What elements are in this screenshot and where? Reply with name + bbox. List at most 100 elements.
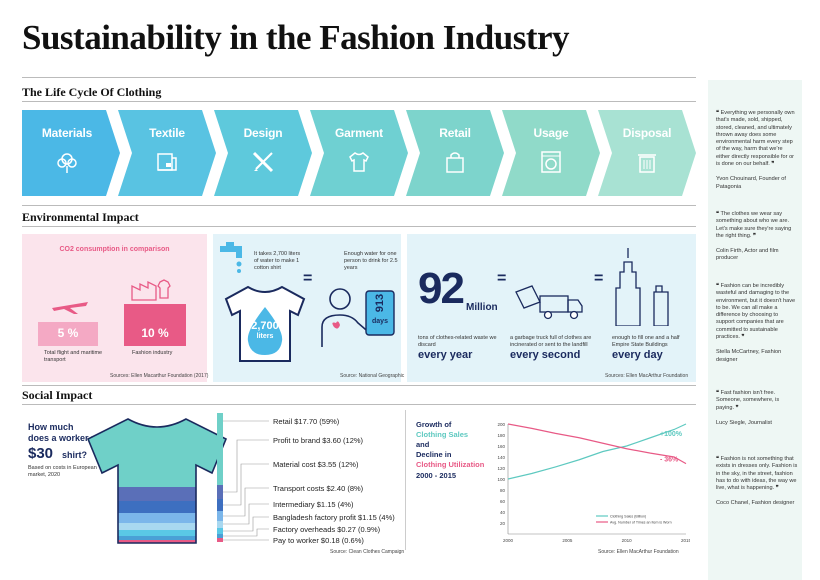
worker-question-1: How much: [28, 422, 74, 432]
waste-desc-1: tons of clothes-related waste we discard: [418, 335, 497, 348]
y-tick-label: 120: [497, 466, 505, 471]
y-tick-label: 40: [500, 510, 506, 515]
equals-sign: =: [594, 270, 604, 287]
cost-segment-retail: [217, 413, 223, 485]
cotton-icon: [57, 153, 77, 173]
cost-label-transport: Transport costs $2.40 (8%): [273, 484, 364, 493]
y-tick-label: 100: [497, 477, 505, 482]
y-tick-label: 20: [500, 521, 506, 526]
quote-open-icon: ❝: [716, 456, 720, 462]
growth-title-2: Clothing Sales: [416, 430, 469, 439]
quote-close-icon: ❞: [735, 404, 739, 411]
section-social-title: Social Impact: [22, 388, 93, 402]
y-tick-label: 200: [497, 422, 505, 427]
chevron-disposal: [598, 110, 696, 196]
cost-segment-transport: [217, 511, 223, 521]
divider: [22, 205, 696, 206]
fashion-value: 10 %: [141, 326, 169, 340]
co2-source: Sources: Ellen Macarthur Foundation (201…: [110, 373, 209, 379]
shirt-icon: [349, 152, 369, 172]
growth-title-3: and: [416, 440, 430, 449]
step-garment: Garment: [314, 110, 404, 196]
quote-5: ❝ Fashion is not something that exists i…: [716, 456, 798, 507]
days-unit: days: [372, 318, 388, 325]
divider: [405, 410, 406, 550]
equals-sign: =: [303, 270, 313, 287]
worker-source: Source: Clean Clothes Campaign: [330, 549, 405, 555]
worker-question-4: shirt?: [62, 450, 88, 460]
airplane-icon: [52, 302, 88, 314]
flight-label: Total flight and maritime transport: [44, 350, 103, 363]
quotes-sidebar: [708, 80, 802, 580]
cost-segment-material: [217, 499, 223, 511]
x-tick-label: 2015: [681, 538, 690, 543]
worker-basis: Based on costs in European market, 2020: [28, 465, 97, 478]
step-retail: Retail: [410, 110, 500, 196]
cost-segment-overheads: [217, 534, 223, 538]
chevron-materials: [22, 110, 120, 196]
quote-close-icon: ❞: [741, 334, 745, 341]
water-unit: liters: [256, 333, 274, 340]
cost-breakdown-bar: [217, 413, 269, 542]
cost-label-worker-pay: Pay to worker $0.18 (0.6%): [273, 536, 364, 545]
equals-sign: =: [497, 270, 507, 287]
step-disposal: Disposal: [602, 110, 692, 196]
flight-bar: [38, 322, 98, 346]
striped-shirt-icon: [86, 418, 228, 544]
section-environmental-title: Environmental Impact: [22, 210, 139, 224]
step-materials: Materials: [22, 110, 112, 196]
page-title: Sustainability in the Fashion Industry: [22, 18, 570, 57]
quote-author: Stella McCartney, Fashion designer: [716, 349, 782, 363]
section-lifecycle-title: The Life Cycle Of Clothing: [22, 85, 162, 99]
waste-big-unit: Million: [466, 302, 498, 313]
chevron-textile: [118, 110, 216, 196]
washing-machine-icon: [541, 151, 561, 173]
divider: [22, 101, 696, 102]
quote-3: ❝ Fashion can be incredibly wasteful and…: [716, 283, 798, 364]
quote-1: ❝ Everything we personally own that's ma…: [716, 110, 798, 191]
person-drinking-icon: [321, 288, 395, 347]
x-tick-label: 2005: [562, 538, 573, 543]
legend-entry: Clothing Sales (Billion): [610, 515, 646, 519]
quote-author: Yvon Chouinard, Founder of Patagonia: [716, 176, 786, 190]
step-textile: Textile: [122, 110, 212, 196]
x-tick-label: 2010: [622, 538, 633, 543]
quote-open-icon: ❝: [716, 211, 720, 217]
waste-source: Sources: Ellen MacArthur Foundation: [605, 373, 689, 379]
y-tick-label: 80: [500, 488, 506, 493]
cost-label-factory-profit: Bangladesh factory profit $1.15 (4%): [273, 513, 395, 522]
growth-source: Source: Ellen MacArthur Foundation: [598, 549, 679, 555]
worker-price: $30: [28, 445, 54, 462]
series-line-1: [507, 423, 687, 465]
quote-close-icon: ❞: [771, 161, 775, 168]
fabric-roll-icon: [157, 153, 177, 171]
waste-panel: [407, 234, 696, 382]
waste-desc-2: a garbage truck full of clothes are inci…: [510, 335, 592, 348]
empire-state-icon: [615, 248, 669, 326]
growth-title-4: Decline in: [416, 450, 452, 459]
y-tick-label: 60: [500, 499, 506, 504]
lifecycle-chevrons: [22, 110, 696, 196]
water-text: It takes 2,700 liters of water to make 1…: [254, 251, 301, 271]
cost-label-overheads: Factory overheads $0.27 (0.9%): [273, 525, 381, 534]
divider: [22, 77, 696, 78]
faucet-icon: [220, 242, 242, 273]
series-line-0: [507, 423, 687, 480]
legend-entry: Avg. Number of Times an Item is Worn: [610, 521, 672, 525]
fashion-bar: [124, 304, 186, 346]
fashion-label: Fashion industry: [132, 350, 173, 356]
growth-title-1: Growth of: [416, 420, 452, 429]
chevron-design: [214, 110, 312, 196]
divider: [22, 404, 696, 405]
ruler-pencil-icon: [252, 151, 274, 173]
waste-desc-3: enough to fill one and a half Empire Sta…: [612, 335, 680, 348]
cost-segment-factory-profit: [217, 528, 223, 534]
quote-4: ❝ Fast fashion isn't free. Someone, some…: [716, 390, 798, 427]
days-value: 913: [374, 293, 386, 313]
growth-line-chart: 200 180 160 140 120 100 80 60 40 20 2000 2005 2010 20…: [497, 422, 690, 543]
quote-author: Coco Chanel, Fashion designer: [716, 500, 795, 507]
growth-title-5: Clothing Utilization: [416, 460, 485, 469]
cost-segment-brand-profit: [217, 485, 223, 499]
divider: [22, 385, 696, 386]
step-design: Design: [218, 110, 308, 196]
